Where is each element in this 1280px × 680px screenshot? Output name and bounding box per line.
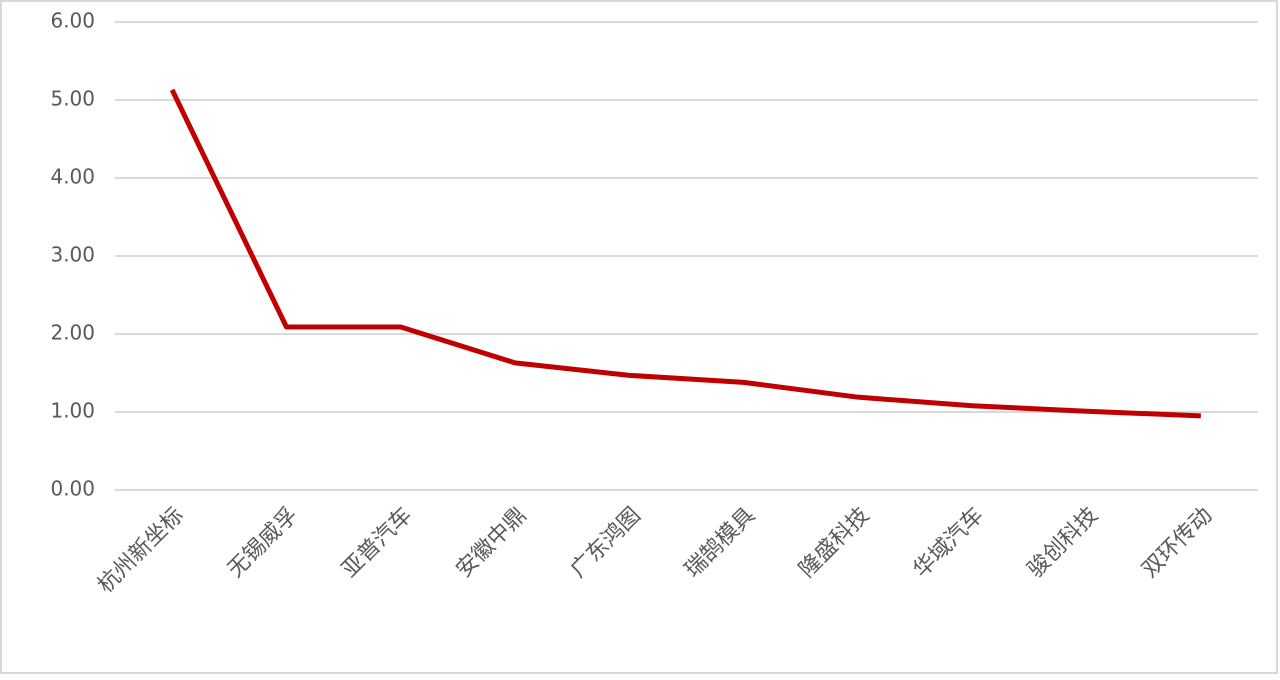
y-tick-label: 5.00 — [50, 87, 95, 111]
y-tick-label: 1.00 — [50, 399, 95, 423]
y-tick-label: 6.00 — [50, 9, 95, 33]
y-tick-label: 2.00 — [50, 321, 95, 345]
line — [169, 88, 1201, 419]
y-tick-label: 3.00 — [50, 243, 95, 267]
y-tick-label: 4.00 — [50, 165, 95, 189]
y-tick-label: 0.00 — [50, 477, 95, 501]
